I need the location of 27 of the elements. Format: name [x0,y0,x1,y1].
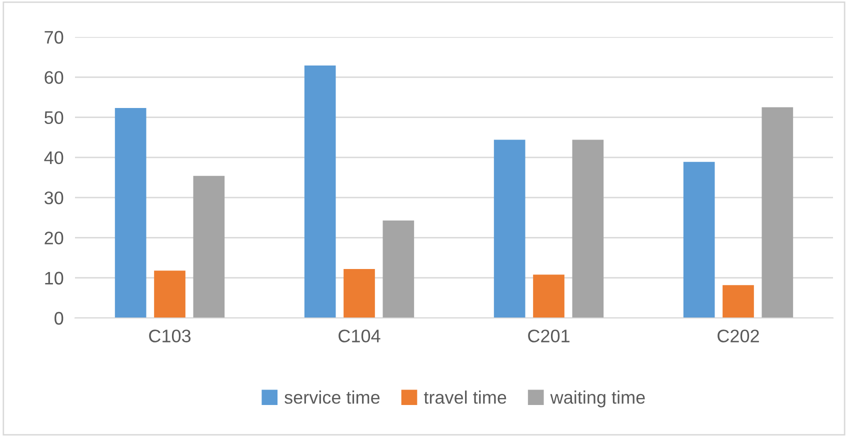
y-tick-label: 20 [44,232,64,244]
legend-label: waiting time [550,390,645,408]
bar [304,66,336,318]
x-tick-label: C201 [528,330,570,342]
legend-label: service time [284,390,380,404]
bar [722,285,754,318]
legend-label: travel time [424,390,506,404]
bar [193,176,225,318]
bar [382,220,414,318]
bar [683,162,715,318]
y-tick-label: 50 [44,111,64,124]
x-tick-label: C104 [338,330,380,342]
bar [533,274,564,318]
y-tick-label: 60 [44,71,64,84]
y-tick-label: 40 [44,151,64,164]
y-tick-label: 70 [44,30,64,44]
x-tick-label: C202 [718,330,759,342]
bar [114,108,146,318]
bar [154,270,186,318]
x-tick-label: C103 [149,330,191,342]
y-tick-label: 0 [54,312,64,325]
bar [494,140,526,318]
y-tick-label: 10 [45,272,64,285]
bar [572,140,604,318]
y-tick-label: 30 [44,192,64,204]
bar [344,269,375,318]
bar [762,107,794,318]
